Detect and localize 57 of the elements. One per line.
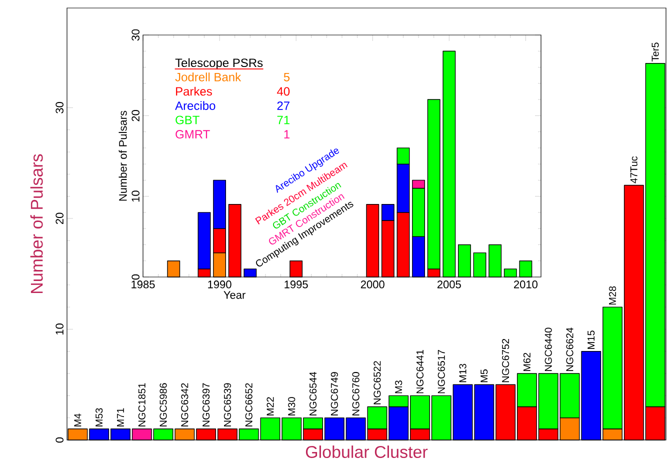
x-tick-label: M13 <box>459 364 466 382</box>
x-tick-label: M3 <box>395 380 402 394</box>
x-tick-label: NGC6539 <box>224 383 231 426</box>
x-tick-label: NGC6517 <box>438 350 445 394</box>
y-tick-label: 10 <box>56 324 64 335</box>
x-tick-label: NGC6440 <box>544 328 552 372</box>
x-tick-label: 47Tuc <box>630 156 638 184</box>
x-tick-label: NGC6752 <box>502 338 510 382</box>
x-tick-label: NGC5986 <box>160 383 167 426</box>
x-tick-label: NGC6342 <box>181 383 188 426</box>
y-tick-label: 30 <box>56 102 64 114</box>
x-tick-label: 1995 <box>284 280 308 288</box>
x-tick-label: NGC6544 <box>309 372 317 416</box>
x-axis-title: Globular Cluster <box>306 446 428 458</box>
text: Arecibo <box>175 101 216 110</box>
x-tick-label: Ter5 <box>652 42 659 62</box>
x-tick-label: 1985 <box>132 280 155 288</box>
text: GBT <box>176 116 200 124</box>
y-tick-label: 20 <box>132 110 140 122</box>
y-tick-label: 30 <box>132 29 140 41</box>
annotation: 40 <box>276 87 290 96</box>
y-tick-label: 0 <box>56 437 64 443</box>
annotation: 71 <box>277 116 290 124</box>
x-tick-label: NGC6397 <box>202 383 210 426</box>
x-tick-label: NGC6522 <box>374 361 381 404</box>
x-tick-label: M71 <box>117 408 124 426</box>
x-tick-label: NGC1851 <box>138 383 146 426</box>
x-tick-label: M30 <box>288 397 296 416</box>
y-axis-title: Number of Pulsars <box>118 110 127 201</box>
y-tick-label: 0 <box>132 274 140 280</box>
y-tick-label: 10 <box>132 190 140 202</box>
x-tick-label: NGC6749 <box>330 372 338 416</box>
x-tick-label: M22 <box>266 397 274 416</box>
x-tick-label: M62 <box>523 352 530 372</box>
x-tick-label: NGC6760 <box>352 372 360 416</box>
x-tick-label: 2010 <box>514 280 538 288</box>
x-axis-title: Year <box>224 291 246 299</box>
x-tick-label: 1990 <box>208 280 232 288</box>
annotation: 27 <box>277 101 290 110</box>
x-tick-label: M15 <box>588 330 595 349</box>
x-tick-label: NGC6652 <box>245 383 252 426</box>
x-tick-label: 2000 <box>360 280 384 288</box>
x-tick-label: M53 <box>96 408 103 426</box>
text: Jodrell Bank <box>175 72 242 82</box>
x-tick-label: NGC6441 <box>416 350 424 394</box>
annotation: 5 <box>284 72 290 82</box>
x-tick-label: M5 <box>480 369 488 382</box>
text: Parkes <box>176 86 212 96</box>
text: GMRT <box>176 130 210 139</box>
y-tick-label: 20 <box>56 212 64 224</box>
x-tick-label: M28 <box>608 286 616 305</box>
x-tick-label: M4 <box>74 414 82 426</box>
x-tick-label: NGC6624 <box>566 328 574 372</box>
legend-title: Telescope PSRs <box>175 58 263 70</box>
y-axis-title: Number of Pulsars <box>30 154 43 293</box>
x-tick-label: 2005 <box>437 280 461 288</box>
annotation: 1 <box>284 130 290 138</box>
